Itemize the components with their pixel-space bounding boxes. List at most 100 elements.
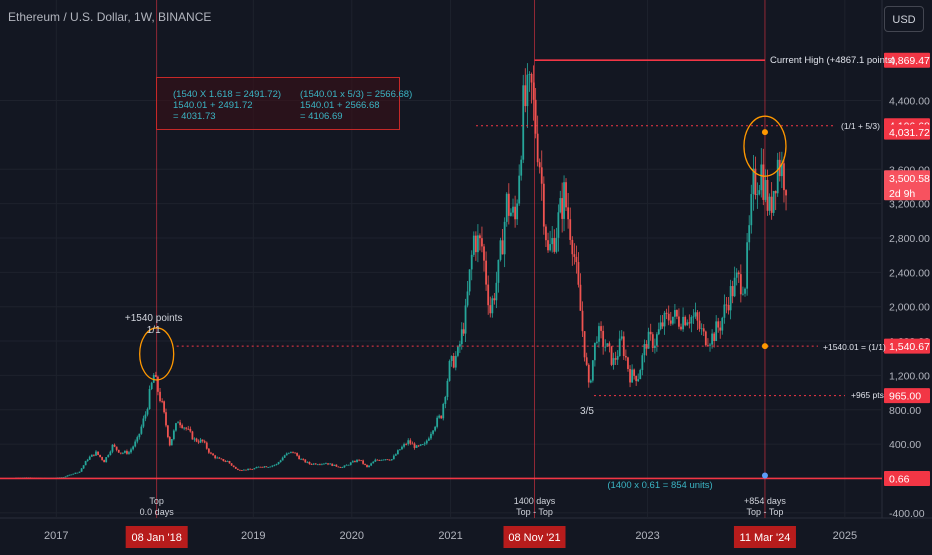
candle-body bbox=[360, 460, 363, 462]
candle-body bbox=[107, 454, 110, 458]
candle-body bbox=[165, 412, 167, 426]
candle-body bbox=[505, 193, 508, 222]
candle-body bbox=[329, 463, 332, 465]
candle-body bbox=[776, 159, 779, 194]
candle-body bbox=[325, 463, 327, 465]
candle-body bbox=[551, 238, 554, 245]
candle-body bbox=[639, 370, 642, 380]
candle-body bbox=[593, 342, 596, 361]
candle-body bbox=[522, 85, 525, 160]
candle-body bbox=[608, 343, 611, 347]
candle-body bbox=[583, 331, 586, 358]
candle-body bbox=[152, 375, 155, 383]
candle-body bbox=[752, 168, 755, 195]
candle-body bbox=[93, 454, 95, 456]
candle-body bbox=[148, 388, 151, 410]
candle-body bbox=[321, 463, 323, 465]
candle-body bbox=[516, 203, 519, 220]
candle-body bbox=[762, 164, 765, 200]
candle-body bbox=[686, 322, 689, 326]
candle-body bbox=[733, 277, 736, 297]
calc-right-line: 1540.01 + 2566.68 bbox=[300, 100, 380, 111]
candle-body bbox=[585, 357, 588, 365]
candle-body bbox=[64, 476, 67, 478]
candle-body bbox=[606, 343, 609, 347]
top-caption: Top bbox=[149, 496, 164, 506]
candle-body bbox=[128, 452, 130, 454]
candle-body bbox=[199, 439, 202, 443]
date-label: 08 Jan '18 bbox=[131, 532, 181, 544]
candle-body bbox=[468, 269, 471, 292]
candle-body bbox=[571, 239, 574, 255]
candle-body bbox=[349, 462, 352, 465]
current-high-annotation: Current High (+4867.1 points) bbox=[770, 55, 895, 66]
candle-body bbox=[95, 451, 97, 456]
candle-body bbox=[430, 433, 432, 439]
top-circle bbox=[139, 327, 175, 381]
candle-body bbox=[413, 443, 416, 448]
countdown-label: 2d 9h bbox=[889, 188, 915, 200]
candle-body bbox=[518, 175, 521, 204]
candle-body bbox=[388, 459, 391, 461]
candle-body bbox=[692, 316, 695, 318]
candle-body bbox=[631, 369, 634, 383]
candle-body bbox=[267, 467, 270, 468]
currency-button[interactable]: USD bbox=[884, 6, 924, 32]
candle-body bbox=[575, 256, 578, 263]
candle-body bbox=[680, 326, 682, 330]
price-label-box bbox=[884, 170, 930, 201]
calculation-box bbox=[156, 77, 400, 130]
candle-body bbox=[452, 356, 455, 368]
calc-left-line: (1540 X 1.618 = 2491.72) bbox=[173, 89, 282, 100]
top-caption: Top - Top bbox=[516, 507, 553, 517]
candle-body bbox=[302, 459, 305, 460]
candle-body bbox=[150, 382, 153, 389]
candle-body bbox=[780, 163, 783, 177]
candle-body bbox=[399, 449, 401, 451]
candle-body bbox=[542, 183, 545, 227]
candle-body bbox=[195, 438, 198, 442]
candle-body bbox=[214, 455, 217, 459]
candle-body bbox=[760, 164, 763, 191]
candle-body bbox=[622, 336, 625, 357]
candle-body bbox=[432, 430, 434, 434]
candle-body bbox=[166, 425, 169, 438]
candle-body bbox=[205, 442, 208, 449]
candle-body bbox=[207, 448, 210, 453]
candle-body bbox=[185, 427, 188, 429]
candle-body bbox=[161, 400, 164, 402]
top-caption: 0.0 days bbox=[140, 507, 175, 517]
candle-body bbox=[394, 454, 397, 456]
candle-body bbox=[132, 446, 135, 450]
top-circle bbox=[743, 115, 787, 177]
candle-body bbox=[230, 463, 233, 466]
candle-body bbox=[746, 242, 749, 289]
candle-body bbox=[97, 451, 99, 455]
candle-body bbox=[366, 464, 368, 468]
candle-body bbox=[245, 469, 247, 471]
candle-body bbox=[343, 465, 346, 468]
candle-body bbox=[265, 466, 268, 468]
candle-body bbox=[700, 328, 703, 330]
candle-body bbox=[409, 440, 412, 444]
candle-body bbox=[372, 461, 375, 464]
date-label-box bbox=[733, 526, 796, 548]
candle-body bbox=[327, 463, 329, 465]
candle-body bbox=[729, 286, 732, 311]
price-label: 3,500.58 bbox=[889, 173, 930, 185]
candle-body bbox=[175, 423, 177, 431]
candle-body bbox=[419, 444, 422, 446]
candle-body bbox=[491, 298, 494, 314]
candle-body bbox=[296, 453, 298, 456]
candle-body bbox=[111, 444, 114, 452]
candle-body bbox=[567, 207, 570, 220]
candle-body bbox=[253, 468, 256, 470]
candle-body bbox=[294, 452, 296, 454]
candle-body bbox=[279, 460, 282, 463]
candle-body bbox=[748, 225, 751, 243]
candle-body bbox=[600, 326, 602, 331]
low-level-annotation: +965 pts bbox=[851, 390, 884, 400]
candle-body bbox=[637, 379, 640, 382]
